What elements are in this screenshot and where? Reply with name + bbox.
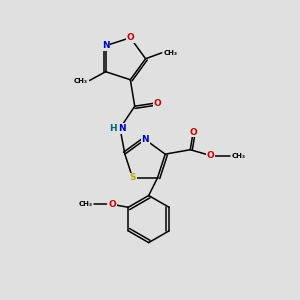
Text: O: O bbox=[108, 200, 116, 209]
Text: O: O bbox=[126, 33, 134, 42]
Text: CH₃: CH₃ bbox=[79, 201, 93, 207]
Text: O: O bbox=[189, 128, 197, 136]
Text: N: N bbox=[141, 135, 149, 144]
Text: O: O bbox=[207, 151, 215, 160]
Text: N: N bbox=[102, 41, 110, 50]
Text: S: S bbox=[129, 173, 136, 182]
Text: H: H bbox=[109, 124, 116, 133]
Text: CH₃: CH₃ bbox=[163, 50, 177, 56]
Text: N: N bbox=[118, 124, 125, 133]
Text: CH₃: CH₃ bbox=[74, 77, 88, 83]
Text: O: O bbox=[154, 99, 161, 108]
Text: CH₃: CH₃ bbox=[232, 153, 245, 159]
